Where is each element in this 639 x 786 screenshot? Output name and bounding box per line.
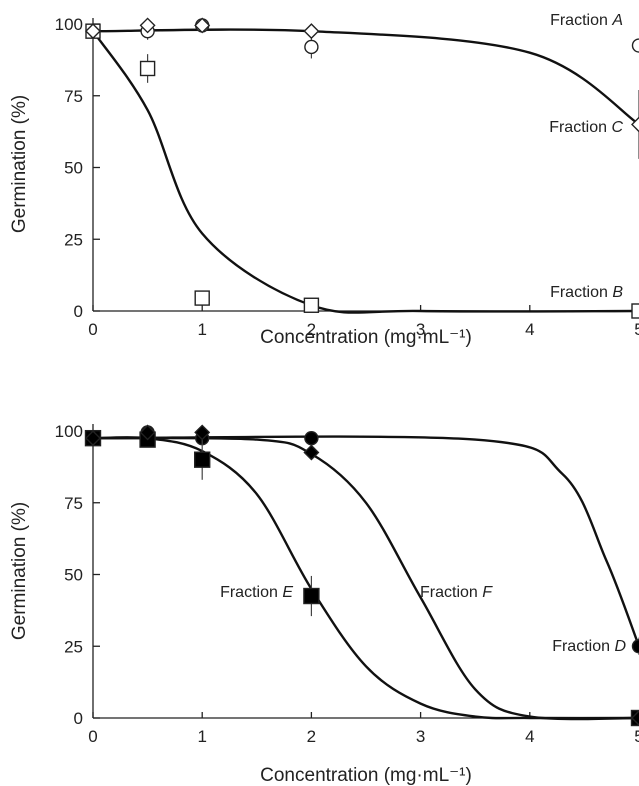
- x-tick-label: 5: [634, 727, 639, 746]
- series-label-fraction-e: Fraction E: [220, 584, 293, 601]
- point-fraction-e: [303, 587, 320, 605]
- point-fraction-f: [631, 710, 639, 726]
- panel-top-curves: [92, 28, 639, 314]
- y-tick-label: 50: [64, 566, 83, 585]
- point-fraction-f: [194, 424, 211, 441]
- point-fraction-d: [304, 430, 319, 446]
- point-fraction-c: [85, 23, 101, 40]
- curve-fraction-f: [92, 436, 639, 721]
- panel-bottom-points: [84, 424, 639, 727]
- y-tick-label: 25: [64, 637, 83, 656]
- point-fraction-d: [631, 639, 639, 654]
- y-tick-label: 0: [74, 302, 83, 321]
- x-tick-label: 3: [416, 727, 425, 746]
- point-fraction-c: [194, 17, 211, 34]
- curve-fraction-e: [92, 436, 639, 720]
- point-fraction-a: [631, 38, 639, 53]
- series-label-fraction-b: Fraction B: [550, 284, 623, 301]
- point-fraction-b: [303, 297, 320, 313]
- point-fraction-c: [139, 17, 156, 34]
- point-fraction-b: [194, 290, 210, 306]
- point-fraction-c: [631, 116, 639, 133]
- x-tick-label: 4: [525, 727, 534, 746]
- y-tick-label: 75: [64, 87, 83, 106]
- series-label-fraction-c: Fraction C: [549, 119, 623, 136]
- curve-fraction-d: [92, 435, 639, 647]
- series-label-fraction-a: Fraction A: [550, 12, 623, 29]
- panel-bottom-y-axis-title: Germination (%): [9, 502, 30, 640]
- series-label-fraction-d: Fraction D: [552, 638, 626, 655]
- panel-top-points: [85, 17, 639, 319]
- curve-fraction-b: [92, 30, 639, 314]
- x-tick-label: 3: [416, 320, 425, 339]
- y-tick-label: 100: [55, 15, 83, 34]
- x-tick-label: 2: [307, 727, 316, 746]
- panel-bottom: 0 25 50 75 100 0 1 2 3 4 5 Concentration (mg·mL⁻¹)…: [9, 422, 639, 786]
- y-tick-label: 50: [64, 159, 83, 178]
- x-tick-label: 0: [88, 727, 97, 746]
- point-fraction-f: [85, 430, 101, 447]
- point-fraction-b: [139, 60, 156, 77]
- curve-fraction-a: [92, 28, 639, 126]
- y-tick-label: 75: [64, 494, 83, 513]
- y-tick-label: 25: [64, 230, 83, 249]
- x-tick-label: 4: [525, 320, 534, 339]
- panel-top-ticks: 0 25 50 75 100 0 1 2 3 4 5: [55, 15, 639, 339]
- y-tick-label: 100: [55, 422, 83, 441]
- point-fraction-a: [304, 39, 319, 55]
- point-fraction-e: [193, 451, 211, 468]
- point-fraction-c: [303, 23, 320, 40]
- panel-top-x-axis-title: Concentration (mg·mL⁻¹): [260, 327, 472, 348]
- x-tick-label: 1: [197, 727, 206, 746]
- point-fraction-f: [139, 424, 156, 441]
- point-fraction-b: [631, 303, 639, 319]
- x-tick-label: 5: [634, 320, 639, 339]
- series-label-fraction-f: Fraction F: [420, 584, 493, 601]
- y-tick-label: 0: [74, 709, 83, 728]
- panel-bottom-curves: [92, 435, 639, 721]
- x-tick-label: 2: [307, 320, 316, 339]
- panel-top: 0 25 50 75 100 0 1 2 3 4 5 Concentration (mg·mL⁻¹)…: [9, 12, 639, 348]
- panel-bottom-x-axis-title: Concentration (mg·mL⁻¹): [260, 765, 472, 786]
- x-tick-label: 0: [88, 320, 97, 339]
- point-fraction-f: [303, 444, 320, 461]
- panel-top-y-axis-title: Germination (%): [9, 95, 30, 233]
- x-tick-label: 1: [197, 320, 206, 339]
- panel-bottom-ticks: 0 25 50 75 100 0 1 2 3 4 5: [55, 422, 639, 746]
